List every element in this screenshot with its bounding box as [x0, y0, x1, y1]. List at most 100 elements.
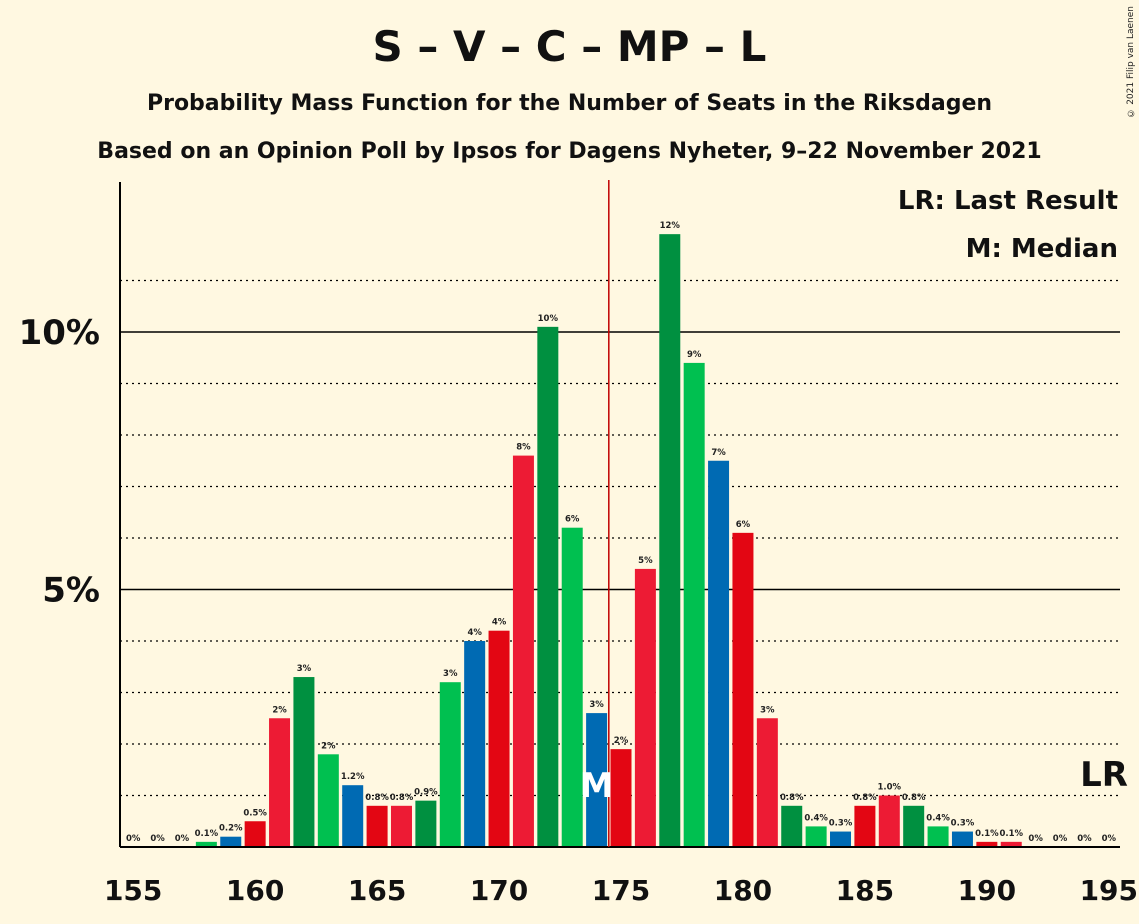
bar-label-183: 0.4%: [804, 813, 828, 823]
chart-subtitle-source: Based on an Opinion Poll by Ipsos for Da…: [97, 139, 1042, 164]
bar-185: [854, 805, 876, 847]
bar-label-181: 3%: [760, 705, 775, 715]
bar-182: [781, 805, 803, 847]
bar-170: [488, 630, 510, 847]
bar-label-184: 0.3%: [829, 819, 853, 829]
bar-label-172: 10%: [538, 314, 559, 324]
bar-label-185: 0.8%: [853, 793, 877, 803]
bar-labels-group: 0% 0% 0%0.1%0.2%0.5%2%3%2%1.2%0.8% 0.8%0.9%…: [126, 221, 1117, 844]
bar-177: [659, 234, 681, 847]
bar-179: [708, 460, 730, 847]
bar-label-188: 0.4%: [926, 813, 950, 823]
bar-178: [683, 362, 705, 847]
bar-label-160: 0.5%: [243, 808, 267, 818]
bar-label-166: 0.8%: [390, 793, 414, 803]
gridlines: [120, 279, 1120, 797]
bar-label-192: 0%: [1028, 834, 1043, 844]
bar-label-193: 0%: [1053, 834, 1068, 844]
x-tick-labels: 155 160 165 170 175 180 185 190 195: [104, 874, 1138, 907]
bar-label-157: 0%: [175, 834, 190, 844]
bar-label-195: 0%: [1102, 834, 1117, 844]
bar-label-168: 3%: [443, 669, 458, 679]
x-tick-160: 160: [226, 874, 284, 907]
bar-162: [293, 677, 315, 847]
legend-last-result: LR: Last Result: [898, 186, 1118, 216]
bar-label-178: 9%: [687, 350, 702, 360]
bar-label-189: 0.3%: [951, 819, 975, 829]
bar-label-174: 3%: [589, 700, 604, 710]
x-tick-175: 175: [592, 874, 650, 907]
bar-158: [195, 841, 217, 847]
bar-184: [830, 831, 852, 847]
bar-label-180: 6%: [736, 520, 751, 530]
bar-label-173: 6%: [565, 515, 580, 525]
bar-label-158: 0.1%: [195, 829, 219, 839]
bar-label-167: 0.9%: [414, 788, 438, 798]
x-tick-195: 195: [1080, 874, 1138, 907]
chart-subtitle: Probability Mass Function for the Number…: [146, 91, 993, 116]
bar-189: [951, 831, 973, 847]
x-tick-180: 180: [714, 874, 772, 907]
bar-173: [561, 527, 583, 847]
bar-175: [610, 749, 632, 847]
bar-180: [732, 532, 754, 847]
y-tick-labels: 5% 10%: [19, 313, 100, 611]
bar-label-161: 2%: [272, 705, 287, 715]
bar-label-170: 4%: [492, 618, 507, 628]
bar-label-190: 0.1%: [975, 829, 999, 839]
bars-group: [195, 234, 1022, 848]
x-tick-185: 185: [836, 874, 894, 907]
y-tick-10: 10%: [19, 313, 100, 353]
bar-176: [634, 568, 656, 847]
bar-label-179: 7%: [711, 448, 726, 458]
bar-172: [537, 326, 559, 848]
bar-171: [512, 455, 534, 847]
y-tick-5: 5%: [42, 571, 100, 611]
bar-label-194: 0%: [1077, 834, 1092, 844]
bar-label-171: 8%: [516, 443, 531, 453]
legend-median: M: Median: [966, 234, 1118, 264]
x-tick-170: 170: [470, 874, 528, 907]
bar-label-175: 2%: [614, 736, 629, 746]
bar-161: [269, 718, 291, 847]
bar-168: [439, 682, 461, 847]
bar-174: [586, 713, 608, 847]
bar-169: [464, 641, 486, 847]
bar-186: [878, 795, 900, 847]
bar-187: [903, 805, 925, 847]
bar-label-159: 0.2%: [219, 824, 243, 834]
bar-label-169: 4%: [467, 628, 482, 638]
bar-188: [927, 826, 949, 847]
bar-163: [317, 754, 339, 847]
x-tick-165: 165: [348, 874, 406, 907]
axes-group: [119, 182, 1120, 848]
last-result-marker-label: LR: [1080, 755, 1128, 795]
x-tick-190: 190: [958, 874, 1016, 907]
bar-label-187: 0.8%: [902, 793, 926, 803]
bar-label-186: 1.0%: [878, 783, 902, 793]
chart-title: S – V – C – MP – L: [372, 22, 767, 71]
bar-165: [366, 805, 388, 847]
bar-label-191: 0.1%: [999, 829, 1023, 839]
bar-label-155: 0%: [126, 834, 141, 844]
bar-191: [1000, 841, 1022, 847]
bar-166: [390, 805, 412, 847]
bar-label-163: 2%: [321, 741, 336, 751]
bar-164: [342, 785, 364, 847]
bar-159: [220, 836, 242, 847]
bar-label-162: 3%: [297, 664, 312, 674]
bar-190: [976, 841, 998, 847]
bar-181: [756, 718, 778, 847]
x-tick-155: 155: [104, 874, 162, 907]
bar-183: [805, 826, 827, 847]
bar-label-164: 1.2%: [341, 772, 365, 782]
bar-label-176: 5%: [638, 556, 653, 566]
bar-label-156: 0%: [150, 834, 165, 844]
bar-label-177: 12%: [660, 221, 681, 231]
bar-label-165: 0.8%: [365, 793, 389, 803]
bar-160: [244, 821, 266, 847]
bar-167: [415, 800, 437, 847]
median-marker-label: M: [580, 766, 614, 806]
bar-label-182: 0.8%: [780, 793, 804, 803]
